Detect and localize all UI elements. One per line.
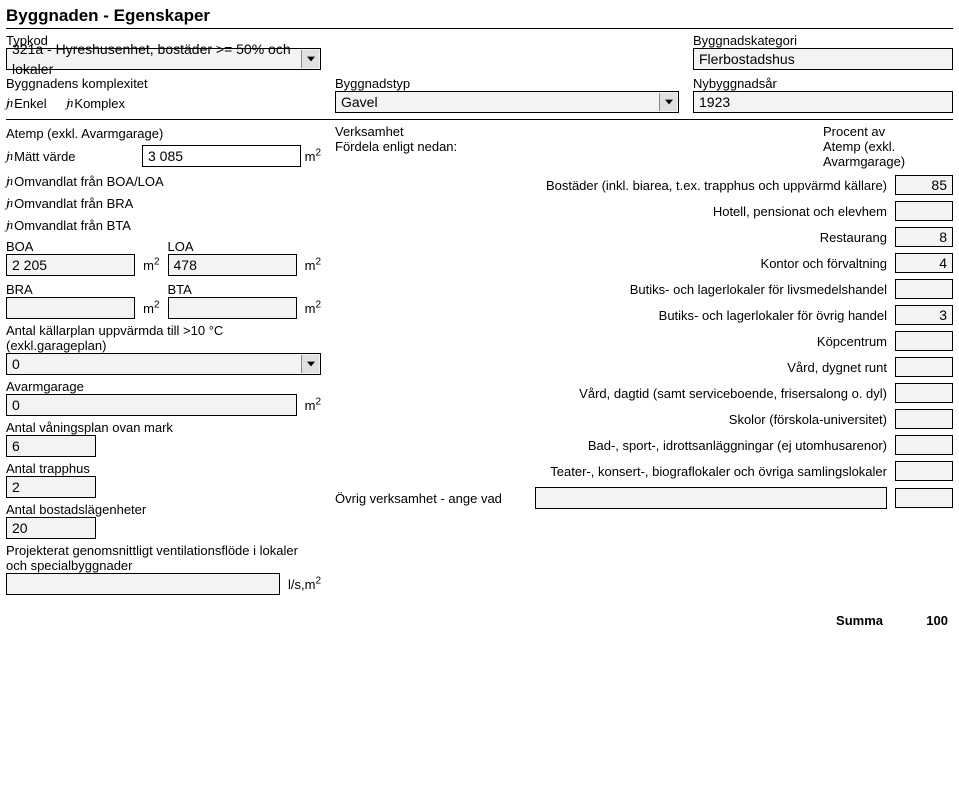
unit-m2: m2 <box>143 258 159 273</box>
pct-row: Teater-, konsert-, biograflokaler och öv… <box>335 461 953 481</box>
pct-label: Butiks- och lagerlokaler för livsmedelsh… <box>335 282 895 297</box>
trapphus-value[interactable]: 2 <box>6 476 96 498</box>
lgh-value[interactable]: 20 <box>6 517 96 539</box>
unit-m2: m2 <box>143 301 159 316</box>
pct-value[interactable] <box>895 331 953 351</box>
pct-head3: Avarmgarage) <box>823 154 953 169</box>
bta-label: BTA <box>168 282 322 297</box>
pct-label: Skolor (förskola-universitet) <box>335 412 895 427</box>
verksamhet-head2: Fördela enligt nedan: <box>335 139 515 154</box>
verksamhet-head1: Verksamhet <box>335 124 515 139</box>
typkod-select[interactable]: 321a - Hyreshusenhet, bostäder >= 50% oc… <box>6 48 321 70</box>
radio-icon: jn <box>6 148 10 164</box>
page-title: Byggnaden - Egenskaper <box>6 6 210 26</box>
pct-row: Köpcentrum <box>335 331 953 351</box>
vaning-label: Antal våningsplan ovan mark <box>6 420 321 435</box>
pct-label: Vård, dagtid (samt serviceboende, friser… <box>335 386 895 401</box>
pct-label: Butiks- och lagerlokaler för övrig hande… <box>335 308 895 323</box>
ovrig-pct[interactable] <box>895 488 953 508</box>
unit-m2: m2 <box>305 258 321 273</box>
ovrig-label: Övrig verksamhet - ange vad <box>335 491 535 506</box>
bra-label: BRA <box>6 282 160 297</box>
pct-value[interactable] <box>895 279 953 299</box>
pct-row: Bad-, sport-, idrottsanläggningar (ej ut… <box>335 435 953 455</box>
atemp-matt-radio[interactable]: jn Mätt värde <box>6 148 126 164</box>
pct-row: Vård, dygnet runt <box>335 357 953 377</box>
kallarplan-select[interactable]: 0 <box>6 353 321 375</box>
loa-value[interactable]: 478 <box>168 254 297 276</box>
pct-value[interactable]: 4 <box>895 253 953 273</box>
ovrig-value[interactable] <box>535 487 887 509</box>
trapphus-label: Antal trapphus <box>6 461 321 476</box>
nyar-value[interactable]: 1923 <box>693 91 953 113</box>
bta-value[interactable] <box>168 297 297 319</box>
pct-value[interactable] <box>895 435 953 455</box>
summa-value: 100 <box>895 613 953 628</box>
chevron-down-icon <box>301 355 319 373</box>
pct-row: Butiks- och lagerlokaler för övrig hande… <box>335 305 953 325</box>
pct-label: Köpcentrum <box>335 334 895 349</box>
pct-row: Skolor (förskola-universitet) <box>335 409 953 429</box>
unit-lsm2: l/s,m2 <box>288 577 321 592</box>
atemp-bra-radio[interactable]: jn Omvandlat från BRA <box>6 195 133 211</box>
pct-value[interactable] <box>895 461 953 481</box>
loa-label: LOA <box>168 239 322 254</box>
komplexitet-komplex-radio[interactable]: jn Komplex <box>66 95 125 111</box>
pct-value[interactable]: 8 <box>895 227 953 247</box>
boa-value[interactable]: 2 205 <box>6 254 135 276</box>
kallarplan-label: Antal källarplan uppvärmda till >10 °C (… <box>6 323 321 353</box>
pct-row: Hotell, pensionat och elevhem <box>335 201 953 221</box>
pct-value[interactable] <box>895 383 953 403</box>
unit-m2: m2 <box>305 398 321 413</box>
radio-icon: jn <box>6 195 10 211</box>
byggtyp-select[interactable]: Gavel <box>335 91 679 113</box>
atemp-label: Atemp (exkl. Avarmgarage) <box>6 126 321 141</box>
pct-label: Teater-, konsert-, biograflokaler och öv… <box>335 464 895 479</box>
pct-label: Kontor och förvaltning <box>335 256 895 271</box>
chevron-down-icon <box>659 93 677 111</box>
pct-row: Butiks- och lagerlokaler för livsmedelsh… <box>335 279 953 299</box>
unit-m2: m2 <box>305 149 321 164</box>
pct-head1: Procent av <box>823 124 953 139</box>
typkod-value: 321a - Hyreshusenhet, bostäder >= 50% oc… <box>12 39 315 79</box>
pct-row: Bostäder (inkl. biarea, t.ex. trapphus o… <box>335 175 953 195</box>
pct-label: Restaurang <box>335 230 895 245</box>
avarm-value[interactable]: 0 <box>6 394 297 416</box>
radio-icon: jn <box>66 95 70 111</box>
nyar-label: Nybyggnadsår <box>693 76 953 91</box>
atemp-matt-value[interactable]: 3 085 <box>142 145 301 167</box>
ventflode-value[interactable] <box>6 573 280 595</box>
radio-icon: jn <box>6 217 10 233</box>
atemp-bta-radio[interactable]: jn Omvandlat från BTA <box>6 217 131 233</box>
pct-label: Hotell, pensionat och elevhem <box>335 204 895 219</box>
vaning-value[interactable]: 6 <box>6 435 96 457</box>
radio-icon: jn <box>6 173 10 189</box>
komplexitet-enkel-radio[interactable]: jn Enkel <box>6 95 47 111</box>
pct-value[interactable] <box>895 201 953 221</box>
lgh-label: Antal bostadslägenheter <box>6 502 321 517</box>
pct-value[interactable]: 3 <box>895 305 953 325</box>
pct-label: Bostäder (inkl. biarea, t.ex. trapphus o… <box>335 178 895 193</box>
pct-head2: Atemp (exkl. <box>823 139 953 154</box>
boa-label: BOA <box>6 239 160 254</box>
unit-m2: m2 <box>305 301 321 316</box>
pct-label: Vård, dygnet runt <box>335 360 895 375</box>
bra-value[interactable] <box>6 297 135 319</box>
chevron-down-icon <box>301 50 319 68</box>
pct-value[interactable] <box>895 357 953 377</box>
pct-row: Restaurang8 <box>335 227 953 247</box>
pct-row: Kontor och förvaltning4 <box>335 253 953 273</box>
pct-value[interactable]: 85 <box>895 175 953 195</box>
avarm-label: Avarmgarage <box>6 379 321 394</box>
radio-icon: jn <box>6 95 10 111</box>
atemp-boa-radio[interactable]: jn Omvandlat från BOA/LOA <box>6 173 164 189</box>
summa-label: Summa <box>836 613 883 628</box>
pct-label: Bad-, sport-, idrottsanläggningar (ej ut… <box>335 438 895 453</box>
byggtyp-label: Byggnadstyp <box>335 76 679 91</box>
ventflode-label: Projekterat genomsnittligt ventilationsf… <box>6 543 321 573</box>
pct-value[interactable] <box>895 409 953 429</box>
kategori-label: Byggnadskategori <box>693 33 953 48</box>
pct-row: Vård, dagtid (samt serviceboende, friser… <box>335 383 953 403</box>
kategori-value: Flerbostadshus <box>693 48 953 70</box>
